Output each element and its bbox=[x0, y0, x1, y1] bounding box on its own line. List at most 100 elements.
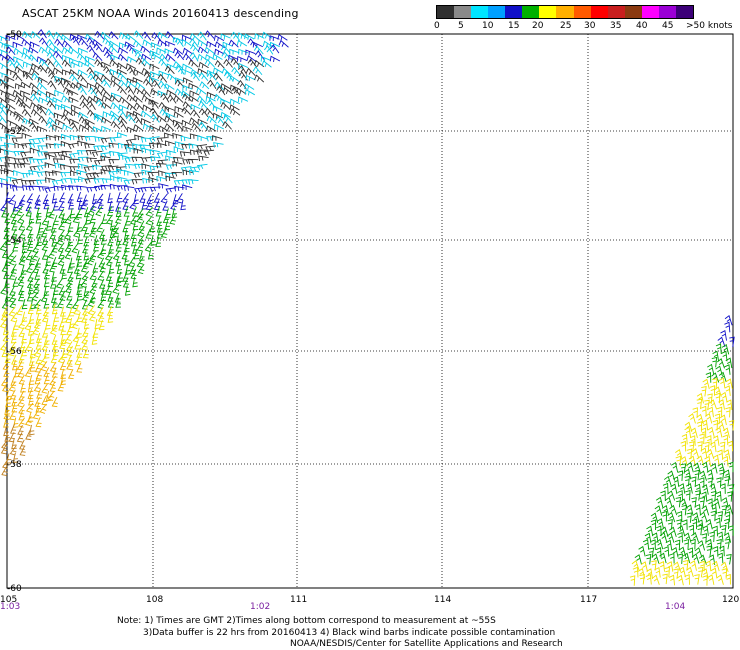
wind-barb bbox=[212, 67, 224, 74]
wind-barb bbox=[101, 116, 112, 124]
wind-barb bbox=[28, 46, 39, 54]
wind-barb bbox=[245, 74, 256, 82]
wind-barb bbox=[686, 461, 694, 473]
wind-barb bbox=[32, 263, 39, 274]
wind-barb bbox=[0, 157, 7, 162]
wind-barb bbox=[86, 66, 96, 77]
wind-barb bbox=[76, 185, 87, 191]
wind-barb bbox=[724, 511, 731, 522]
wind-barb bbox=[117, 271, 124, 283]
wind-barb bbox=[715, 491, 722, 502]
wind-barb bbox=[629, 575, 636, 586]
wind-barb bbox=[70, 61, 81, 68]
legend-swatch bbox=[539, 6, 557, 18]
wind-barb bbox=[159, 53, 169, 63]
wind-barb bbox=[706, 448, 715, 460]
wind-barb bbox=[84, 60, 95, 68]
wind-barb bbox=[17, 271, 25, 282]
wind-barb bbox=[213, 35, 225, 42]
wind-barb bbox=[107, 297, 114, 308]
wind-barb bbox=[77, 85, 87, 96]
wind-barb bbox=[0, 340, 8, 352]
wind-barb bbox=[718, 377, 726, 389]
wind-barb bbox=[82, 243, 89, 254]
wind-barb bbox=[650, 539, 656, 550]
wind-barb bbox=[140, 137, 152, 143]
wind-barb bbox=[631, 560, 640, 571]
wind-barb bbox=[16, 199, 24, 210]
wind-barb bbox=[3, 222, 11, 233]
wind-barb bbox=[197, 53, 208, 61]
wind-barb bbox=[131, 179, 143, 185]
wind-barb bbox=[667, 511, 676, 523]
wind-barb bbox=[50, 353, 57, 364]
wind-barb bbox=[61, 133, 72, 140]
wind-barb bbox=[707, 477, 713, 488]
wind-barb bbox=[137, 227, 145, 238]
wind-barb bbox=[700, 405, 707, 417]
wind-barb bbox=[721, 343, 730, 355]
wind-barb bbox=[37, 76, 48, 84]
wind-barb bbox=[728, 461, 734, 473]
wind-barb bbox=[667, 518, 673, 530]
wind-barb bbox=[124, 169, 135, 176]
wind-barb bbox=[125, 33, 136, 41]
wind-barb bbox=[117, 72, 128, 81]
wind-barb bbox=[213, 93, 225, 102]
wind-barb bbox=[253, 45, 264, 55]
wind-barb bbox=[93, 234, 100, 246]
wind-barb bbox=[0, 114, 7, 124]
wind-barb bbox=[157, 31, 168, 39]
wind-barb bbox=[51, 170, 63, 176]
wind-barb bbox=[11, 137, 23, 143]
wind-barb bbox=[654, 566, 661, 578]
wind-barb bbox=[206, 91, 217, 98]
wind-barb bbox=[69, 152, 80, 159]
wind-barb bbox=[182, 84, 193, 91]
wind-barb bbox=[3, 149, 15, 155]
wind-barb bbox=[712, 525, 718, 537]
wind-barb bbox=[32, 283, 40, 294]
wind-barb bbox=[150, 42, 161, 49]
wind-barb bbox=[54, 118, 66, 126]
wind-barb bbox=[51, 271, 57, 282]
wind-barb bbox=[95, 206, 103, 217]
wind-barb bbox=[663, 475, 672, 487]
wind-barb bbox=[141, 67, 152, 76]
wind-barb bbox=[142, 123, 154, 130]
wind-barb bbox=[92, 262, 99, 273]
wind-barb bbox=[714, 413, 721, 425]
wind-barb bbox=[16, 360, 24, 371]
wind-barb bbox=[30, 89, 42, 96]
wind-barb bbox=[53, 112, 64, 119]
wind-barb bbox=[709, 399, 718, 410]
wind-barb bbox=[115, 297, 121, 308]
wind-barb bbox=[9, 389, 17, 400]
wind-barb bbox=[214, 60, 225, 69]
wind-barb bbox=[709, 531, 715, 543]
wind-barb bbox=[108, 243, 114, 254]
wind-barb bbox=[93, 159, 105, 166]
wind-barb bbox=[89, 270, 97, 281]
wind-barb bbox=[137, 234, 145, 245]
wind-barb bbox=[108, 40, 119, 48]
wind-barb bbox=[35, 228, 42, 239]
lat-label: -58 bbox=[7, 460, 22, 470]
wind-barb bbox=[77, 140, 88, 147]
wind-barb bbox=[88, 227, 96, 238]
wind-barb bbox=[0, 284, 8, 295]
wind-barb bbox=[97, 270, 104, 281]
wind-barb bbox=[222, 121, 232, 130]
wind-barb bbox=[149, 149, 160, 155]
wind-barb bbox=[677, 531, 683, 543]
wind-barb bbox=[716, 538, 722, 550]
wind-barb bbox=[6, 119, 17, 126]
wind-barb bbox=[94, 136, 105, 142]
wind-barb bbox=[645, 553, 652, 565]
wind-barb bbox=[198, 155, 209, 162]
wind-barb bbox=[87, 305, 95, 316]
wind-barb bbox=[7, 250, 15, 261]
wind-barb bbox=[680, 456, 688, 467]
wind-barb bbox=[118, 104, 129, 111]
